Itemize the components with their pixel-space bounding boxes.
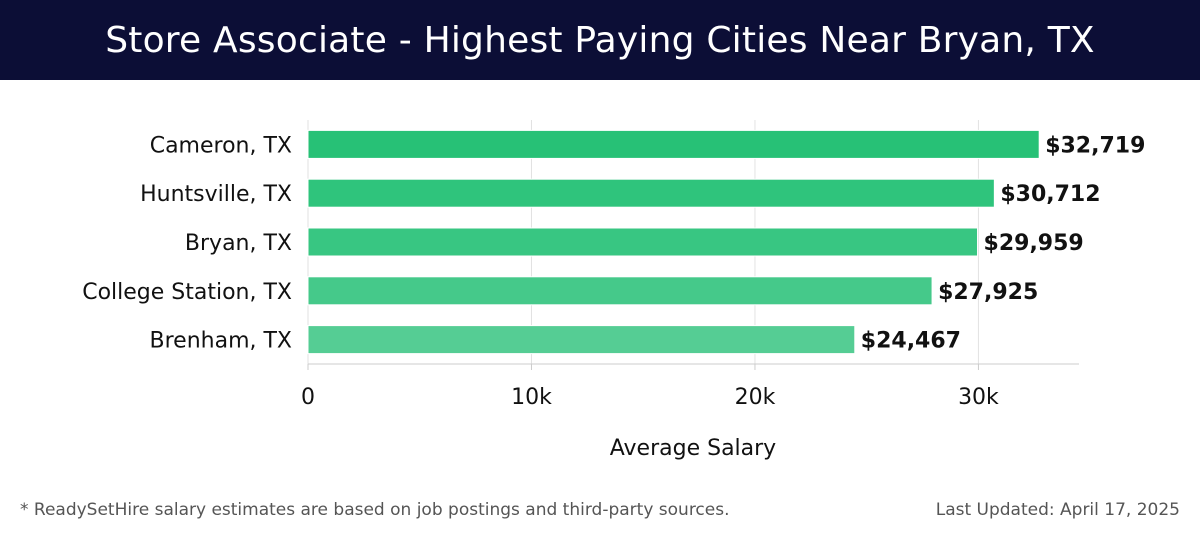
category-labels: Cameron, TX Huntsville, TX Bryan, TX Colleg… — [82, 133, 292, 353]
x-tick-label: 0 — [301, 385, 315, 410]
x-tick-label: 30k — [958, 385, 999, 410]
bar — [307, 178, 995, 208]
value-labels: $32,719 $30,712 $29,959 $27,925 $24,467 — [861, 133, 1146, 353]
category-label: Huntsville, TX — [140, 182, 292, 207]
bar — [307, 129, 1040, 159]
category-label: Bryan, TX — [185, 231, 292, 256]
category-label: College Station, TX — [82, 280, 292, 305]
value-label: $32,719 — [1045, 133, 1145, 158]
value-label: $29,959 — [984, 231, 1084, 256]
bar-chart: 0 10k 20k 30k Cameron, TX Huntsville, TX Brya… — [82, 120, 1146, 461]
x-axis-label: Average Salary — [610, 436, 776, 461]
value-label: $24,467 — [861, 329, 961, 354]
footnote: * ReadySetHire salary estimates are base… — [20, 500, 730, 520]
category-label: Cameron, TX — [150, 133, 292, 158]
chart-title: Store Associate - Highest Paying Cities … — [0, 0, 1200, 80]
x-axis: 0 10k 20k 30k — [301, 363, 1079, 410]
value-label: $30,712 — [1000, 182, 1100, 207]
x-tick-label: 20k — [735, 385, 776, 410]
last-updated: Last Updated: April 17, 2025 — [935, 500, 1180, 520]
bar — [307, 325, 856, 355]
category-label: Brenham, TX — [150, 329, 292, 354]
bar — [307, 276, 933, 306]
bar — [307, 227, 979, 257]
x-tick-label: 10k — [511, 385, 552, 410]
value-label: $27,925 — [938, 280, 1038, 305]
bars — [307, 129, 1040, 355]
